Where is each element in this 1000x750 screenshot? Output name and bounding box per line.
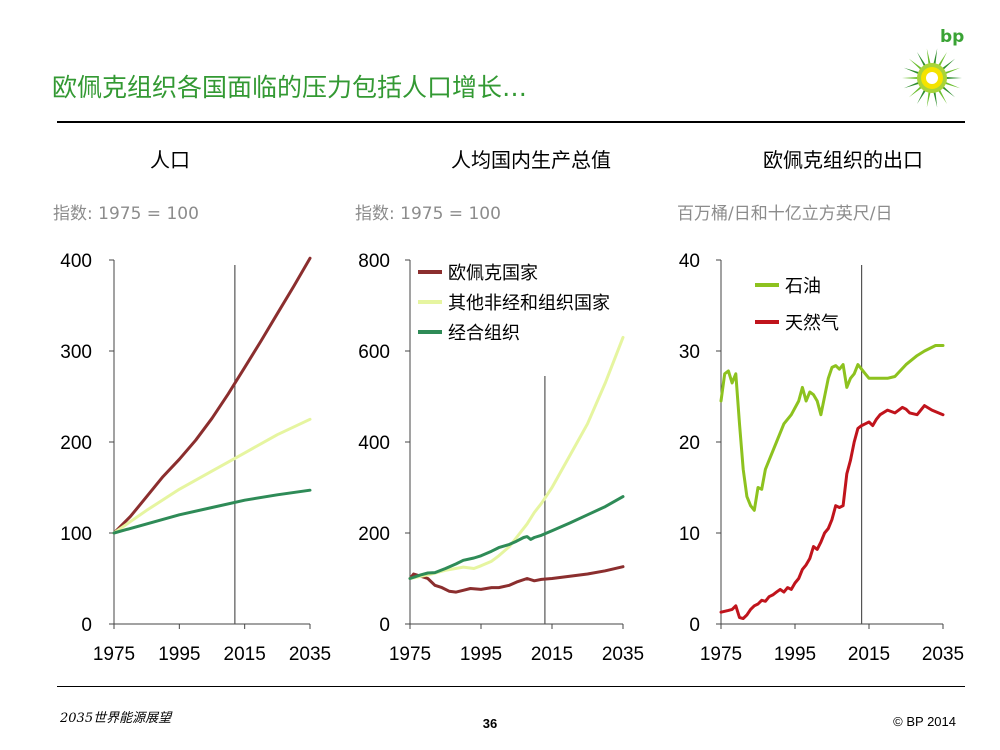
series-line [719, 344, 945, 512]
y-tick-label: 40 [679, 251, 700, 272]
y-tick-label: 30 [679, 342, 700, 363]
y-tick-label: 0 [81, 615, 92, 636]
y-tick-label: 20 [679, 433, 700, 454]
chart1-title: 人口 [150, 148, 190, 172]
series-line [112, 488, 312, 535]
x-tick-label: 2015 [224, 644, 266, 665]
x-tick-label: 1975 [700, 644, 742, 665]
y-tick-label: 200 [60, 433, 92, 454]
sunburst-icon [902, 48, 962, 108]
logo-text: bp [940, 27, 964, 47]
x-tick-label: 1975 [93, 644, 135, 665]
chart3-subtitle: 百万桶/日和十亿立方英尺/日 [677, 204, 893, 224]
x-tick-label: 1995 [460, 644, 502, 665]
page-title: 欧佩克组织各国面临的压力包括人口增长… [52, 73, 528, 102]
x-tick-label: 1975 [389, 644, 431, 665]
bp-helios-logo: bp [902, 27, 964, 108]
x-tick-label: 2035 [602, 644, 644, 665]
copyright: © BP 2014 [893, 714, 956, 729]
header-divider [57, 121, 965, 123]
series-line [112, 256, 312, 535]
y-tick-label: 800 [358, 251, 390, 272]
y-tick-label: 400 [358, 433, 390, 454]
series-line [112, 417, 312, 535]
legend-label: 其他非经和组织国家 [448, 293, 610, 314]
y-tick-label: 400 [60, 251, 92, 272]
x-tick-label: 1995 [158, 644, 200, 665]
y-tick-label: 10 [679, 524, 700, 545]
legend-label: 天然气 [785, 313, 839, 334]
y-tick-label: 0 [689, 615, 700, 636]
y-tick-label: 300 [60, 342, 92, 363]
x-tick-label: 2015 [848, 644, 890, 665]
y-tick-label: 100 [60, 524, 92, 545]
series-line [719, 404, 945, 620]
series-line [408, 565, 625, 594]
legend-label: 石油 [785, 276, 821, 297]
chart-2: 0 200 400 600 800 1975 1995 2015 2035 欧佩克国家其他非经和组… [358, 251, 644, 665]
chart2-subtitle: 指数: 1975 = 100 [355, 204, 501, 224]
chart-1: 0 100 200 300 400 1975 1995 2015 2035 [60, 251, 331, 665]
x-tick-label: 2035 [922, 644, 964, 665]
legend-label: 欧佩克国家 [448, 263, 538, 284]
footer-divider [57, 686, 965, 687]
footer-publication: 2035世界能源展望 [60, 711, 172, 726]
y-tick-label: 0 [379, 615, 390, 636]
x-tick-label: 2015 [531, 644, 573, 665]
chart2-title: 人均国内生产总值 [451, 148, 611, 172]
y-tick-label: 600 [358, 342, 390, 363]
x-tick-label: 1995 [774, 644, 816, 665]
series-line [408, 495, 625, 580]
chart3-title: 欧佩克组织的出口 [763, 148, 923, 172]
legend-label: 经合组织 [448, 323, 520, 344]
chart1-subtitle: 指数: 1975 = 100 [53, 204, 199, 224]
logo-core [926, 72, 938, 84]
y-tick-label: 200 [358, 524, 390, 545]
x-tick-label: 2035 [289, 644, 331, 665]
page-number: 36 [482, 716, 498, 731]
